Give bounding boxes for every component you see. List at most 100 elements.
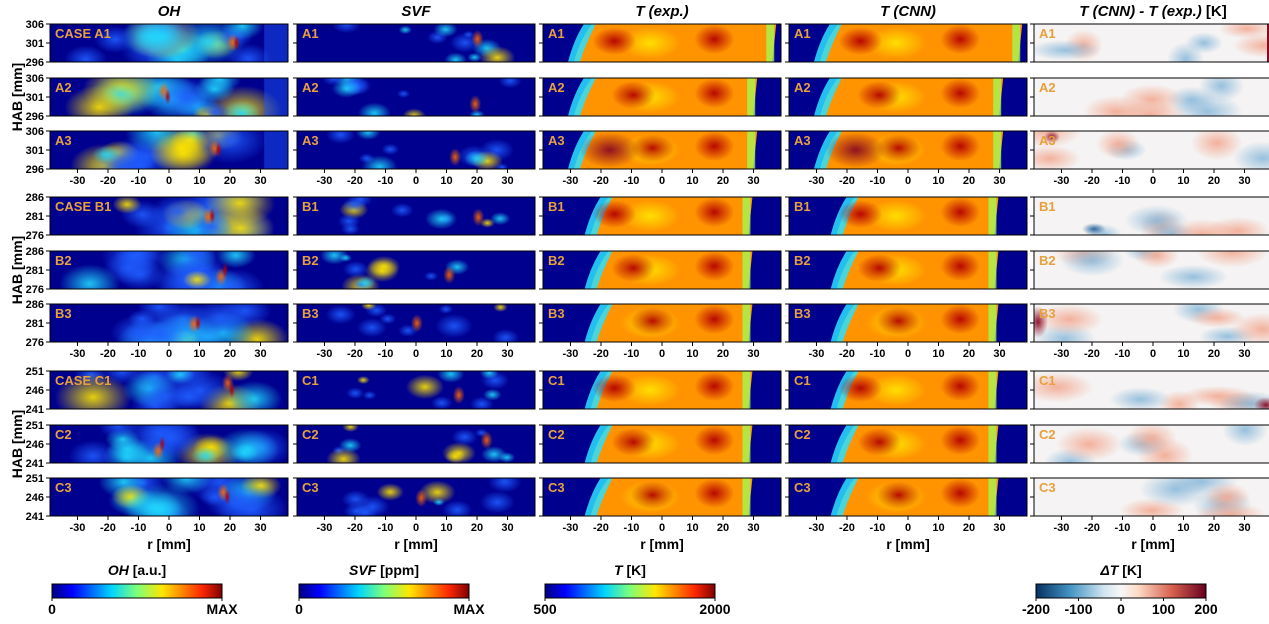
- xtick-label: 20: [717, 522, 729, 534]
- xtick-label: -10: [870, 522, 886, 534]
- xtick-label: -30: [563, 348, 579, 360]
- heatmap-panel: [50, 425, 288, 463]
- ytick-label: 246: [26, 439, 44, 451]
- heatmap-panel: [789, 131, 1027, 169]
- heatmap-panel: [543, 131, 781, 169]
- xtick-label: -30: [1054, 175, 1070, 187]
- heatmap-panel: [789, 24, 1027, 62]
- panel-label: B2: [1039, 253, 1056, 268]
- ytick-label: 281: [26, 265, 44, 277]
- xtick-label: 10: [932, 175, 944, 187]
- xtick-label: 10: [1177, 522, 1189, 534]
- colorbar: [1035, 583, 1207, 599]
- ytick-label: 301: [26, 38, 44, 50]
- heatmap-panel: [297, 78, 535, 116]
- xtick-label: 20: [717, 348, 729, 360]
- ytick-label: 306: [26, 73, 44, 85]
- panel-label: C3: [794, 480, 811, 495]
- xtick-label: -30: [317, 348, 333, 360]
- heatmap-panel: [543, 425, 781, 463]
- xtick-label: -30: [317, 175, 333, 187]
- panel-label: A1: [794, 26, 811, 41]
- xtick-label: -20: [1084, 522, 1100, 534]
- heatmap-panel: [789, 371, 1027, 409]
- heatmap-panel: [297, 371, 535, 409]
- panel-label: A3: [1039, 133, 1056, 148]
- xtick-label: 10: [932, 522, 944, 534]
- heatmap-panel: [50, 478, 288, 516]
- xtick-label: 30: [747, 175, 759, 187]
- panel-label: C2: [55, 427, 72, 442]
- xtick-label: -20: [347, 522, 363, 534]
- xtick-label: -20: [347, 348, 363, 360]
- panel-label: C2: [548, 427, 565, 442]
- ytick-label: 241: [26, 404, 44, 416]
- xtick-label: 30: [993, 175, 1005, 187]
- panel-label: A3: [548, 133, 565, 148]
- xtick-label: 30: [747, 522, 759, 534]
- ytick-label: 276: [26, 230, 44, 242]
- colorbar-label: T [K]: [614, 562, 646, 578]
- ytick-label: 281: [26, 318, 44, 330]
- x-axis-label: r [mm]: [640, 536, 684, 552]
- panel-label: A3: [794, 133, 811, 148]
- xtick-label: 20: [963, 522, 975, 534]
- heatmap-panel: [1034, 478, 1269, 516]
- heatmap-panel: [297, 251, 535, 289]
- heatmap-panel: [297, 24, 535, 62]
- panel-label: B3: [55, 306, 72, 321]
- panel-label: A2: [55, 80, 72, 95]
- panel-label: B3: [548, 306, 565, 321]
- xtick-label: 20: [717, 175, 729, 187]
- xtick-label: 30: [1238, 175, 1250, 187]
- colorbar-tick-label: -200: [1022, 601, 1050, 617]
- xtick-label: 20: [963, 348, 975, 360]
- xtick-label: -30: [1054, 348, 1070, 360]
- ytick-label: 306: [26, 19, 44, 31]
- ytick-label: 246: [26, 492, 44, 504]
- xtick-label: -10: [131, 522, 147, 534]
- xtick-label: 30: [254, 348, 266, 360]
- xtick-label: -20: [347, 175, 363, 187]
- xtick-label: 10: [1177, 348, 1189, 360]
- x-axis-label: r [mm]: [394, 536, 438, 552]
- xtick-label: 10: [1177, 175, 1189, 187]
- column-title: T (CNN): [880, 3, 936, 20]
- panel-label: CASE B1: [55, 199, 111, 214]
- ytick-label: 251: [26, 420, 44, 432]
- xtick-label: -10: [1115, 348, 1131, 360]
- panel-label: C2: [302, 427, 319, 442]
- heatmap-panel: [50, 24, 288, 62]
- xtick-label: 0: [1150, 348, 1156, 360]
- panel-label: C1: [794, 373, 811, 388]
- xtick-label: -10: [1115, 522, 1131, 534]
- panel-label: B3: [794, 306, 811, 321]
- xtick-label: -30: [809, 348, 825, 360]
- xtick-label: -20: [1084, 348, 1100, 360]
- xtick-label: 0: [905, 348, 911, 360]
- panel-label: B2: [302, 253, 319, 268]
- heatmap-panel: [1034, 371, 1269, 409]
- colorbar: [51, 583, 223, 599]
- panel-label: A3: [55, 133, 72, 148]
- xtick-label: 20: [471, 348, 483, 360]
- x-axis-label: r [mm]: [1131, 536, 1175, 552]
- colorbar-tick-label: 0: [1117, 601, 1125, 617]
- heatmap-panel: [50, 251, 288, 289]
- ytick-label: 286: [26, 246, 44, 258]
- xtick-label: -10: [624, 522, 640, 534]
- xtick-label: -10: [378, 348, 394, 360]
- xtick-label: 30: [254, 175, 266, 187]
- heatmap-panel: [789, 478, 1027, 516]
- heatmap-panel: [1034, 24, 1269, 62]
- colorbar-tick-label: 2000: [699, 601, 730, 617]
- heatmap-panel: [789, 425, 1027, 463]
- heatmap-panel: [543, 197, 781, 235]
- xtick-label: -30: [809, 175, 825, 187]
- column-title: T (exp.): [635, 3, 688, 20]
- panel-label: B1: [794, 199, 811, 214]
- panel-label: A2: [794, 80, 811, 95]
- xtick-label: -20: [100, 175, 116, 187]
- colorbar-tick-label: 100: [1152, 601, 1176, 617]
